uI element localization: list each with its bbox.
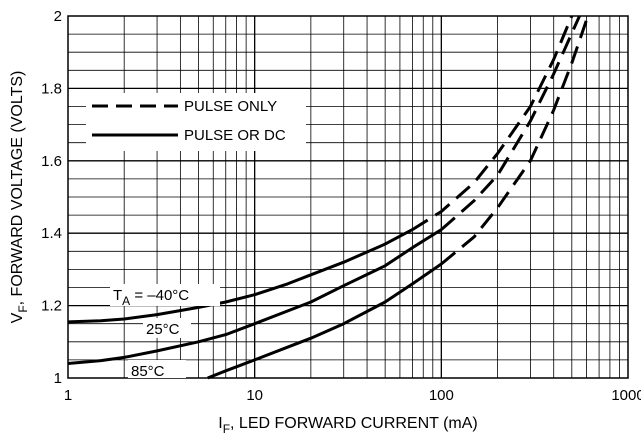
series-line-dc (67, 228, 414, 324)
y-axis-label: VF, FORWARD VOLTAGE (VOLTS) (9, 71, 30, 324)
y-tick-label: 1.2 (41, 298, 62, 315)
tick-labels: 1 10 100 1000 1 1.2 1.4 1.6 1.8 2 (41, 8, 641, 404)
series-line-pulse (411, 15, 574, 231)
y-tick-label: 2 (54, 8, 62, 25)
grid (68, 16, 628, 378)
x-tick-label: 100 (429, 387, 454, 404)
series-line-dc (67, 228, 443, 365)
x-axis-label: IF, LED FORWARD CURRENT (mA) (218, 415, 478, 436)
annotation-25c: 25°C (146, 321, 180, 338)
annotation-background (143, 318, 191, 338)
legend-background (86, 93, 306, 151)
legend-label-pulse-only: PULSE ONLY (184, 98, 277, 115)
annotation-85c: 85°C (131, 363, 165, 380)
temperature-annotations: TA = –40°C 25°C 85°C (110, 284, 220, 380)
x-tick-label: 1 (64, 387, 72, 404)
annotation-background (110, 284, 220, 306)
series-line-pulse (440, 15, 590, 266)
x-tick-label: 1000 (611, 387, 641, 404)
series-line-dc (207, 262, 443, 380)
annotation-background (128, 360, 186, 378)
y-tick-label: 1.4 (41, 225, 62, 242)
legend: PULSE ONLY PULSE OR DC (86, 93, 306, 151)
legend-label-pulse-or-dc: PULSE OR DC (184, 127, 286, 144)
x-tick-label: 10 (246, 387, 263, 404)
y-tick-label: 1 (54, 370, 62, 387)
series-group (67, 15, 590, 380)
y-tick-label: 1.8 (41, 80, 62, 97)
y-tick-label: 1.6 (41, 153, 62, 170)
annotation-ta-minus-40: TA = –40°C (113, 287, 189, 308)
plot-border (67, 15, 629, 379)
series-line-pulse (440, 15, 581, 231)
